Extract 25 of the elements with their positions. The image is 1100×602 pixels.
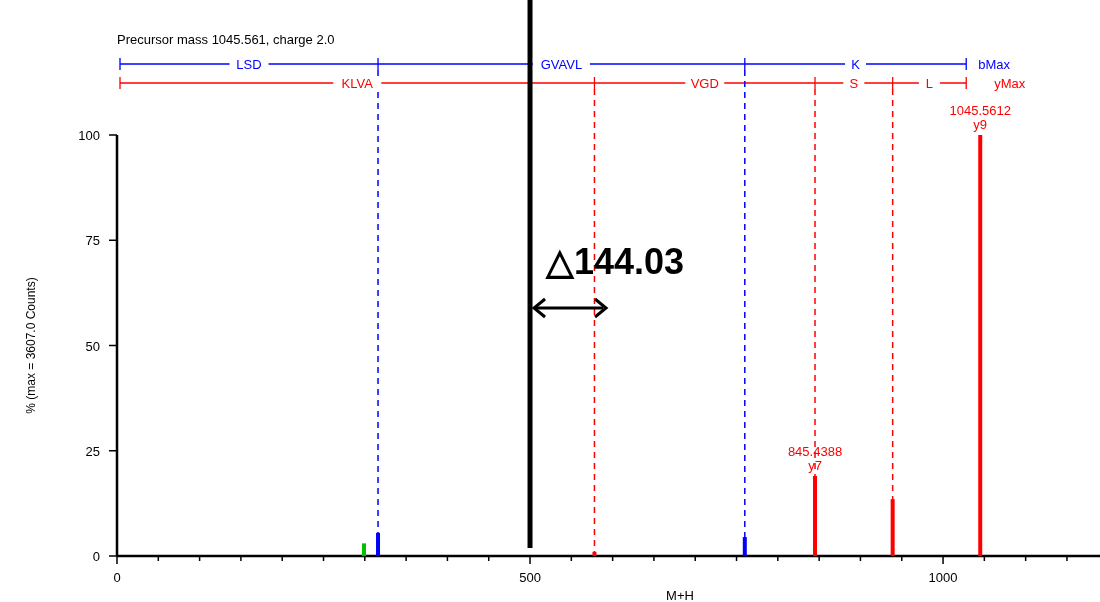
bar (361, 543, 366, 556)
text: yMax (994, 76, 1026, 91)
y-axis-title: % (max = 3607.0 Counts) (24, 277, 38, 414)
y-tick-label: 100 (78, 128, 100, 143)
y-tick-label: 50 (85, 338, 100, 354)
text: LSD (236, 57, 262, 72)
annotation: 1045.5612 y9 (949, 103, 1011, 132)
y-tick-label: 0 (92, 549, 100, 564)
x-tick-label: 0 (113, 570, 121, 585)
y-tick-label: 25 (85, 443, 100, 459)
bar (978, 135, 983, 556)
annotation: 845.4388 y7 (787, 444, 843, 474)
x-tick-label: 1000 (928, 570, 958, 585)
text: K (851, 57, 861, 72)
chart-title: Precursor mass 1045.561, charge 2.0 (117, 32, 335, 47)
text: GVAVL (540, 57, 583, 72)
text: bMax (978, 57, 1011, 72)
text: L (925, 76, 934, 91)
annotation: △144.03 (545, 241, 685, 282)
text: KLVA (341, 76, 374, 91)
x-tick-label: 500 (519, 570, 541, 585)
y-tick-label: 75 (85, 233, 100, 249)
text: VGD (690, 76, 719, 91)
x-axis-title: M+H (666, 588, 694, 602)
text: S (849, 76, 859, 91)
